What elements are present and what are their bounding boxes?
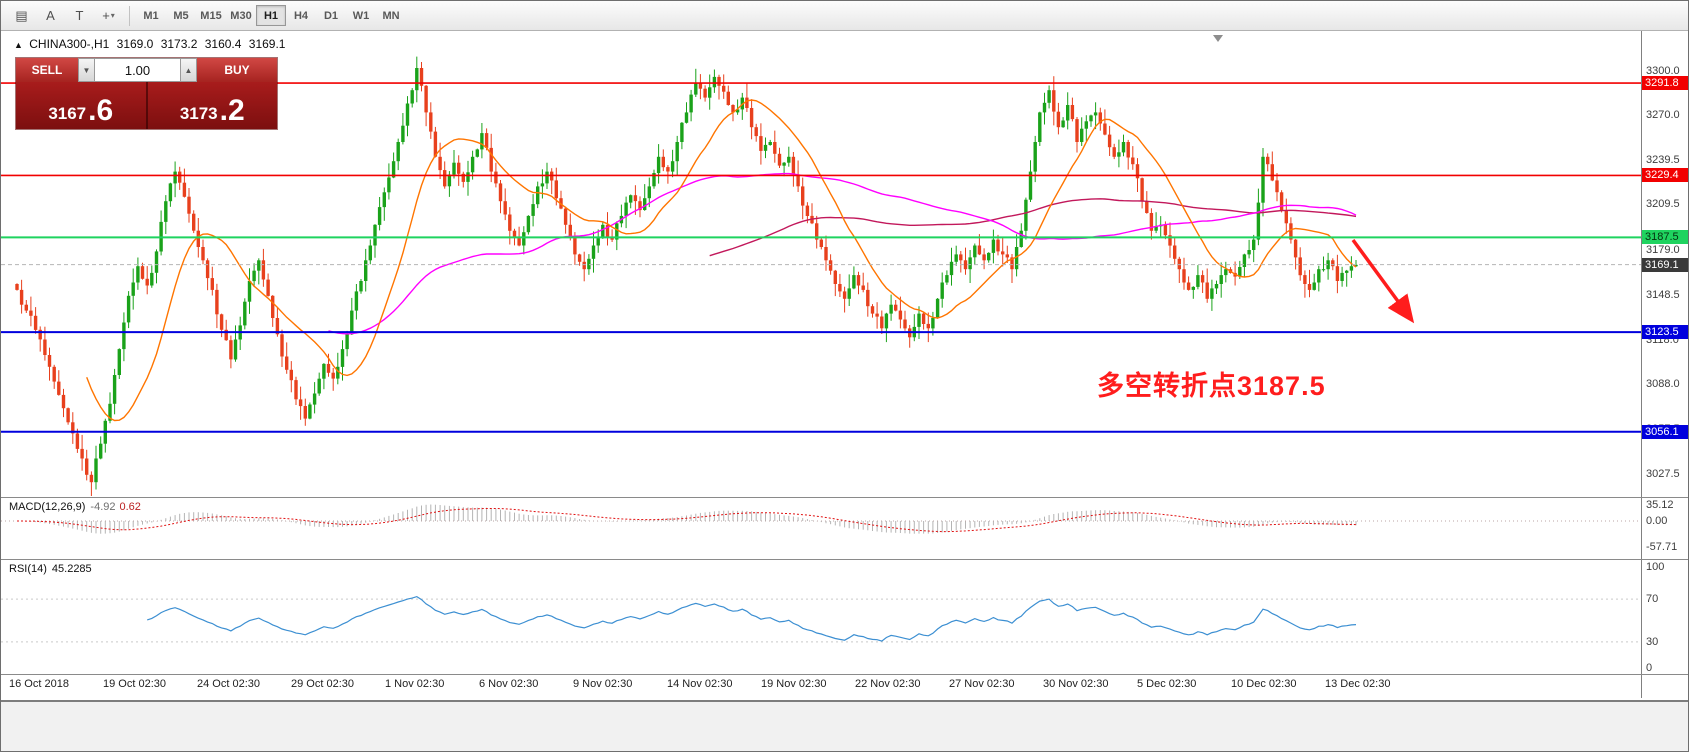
price-badge-3056.1: 3056.1	[1642, 424, 1688, 439]
quote-symbol: CHINA300-,H1	[29, 37, 110, 51]
price-axis-border	[1641, 31, 1642, 698]
macd-signal-line	[17, 508, 1357, 533]
time-label: 13 Dec 02:30	[1325, 678, 1391, 690]
rsi-title: RSI(14)	[9, 563, 47, 575]
timeframe-mn[interactable]: MN	[382, 9, 400, 22]
time-label: 27 Nov 02:30	[949, 678, 1015, 690]
timeframe-bar: M1 M5 M15 M30 H1 H4 D1 W1 MN	[136, 5, 406, 26]
sell-price[interactable]: 3167 .6	[16, 82, 148, 129]
price-tick: 3239.5	[1646, 154, 1680, 166]
price-tick: 3300.0	[1646, 64, 1680, 77]
toolbar: ▤ A T + ▾ M1 M5 M15 M30 H1 H4 D1 W1 MN	[1, 1, 1688, 31]
rsi-tick: 100	[1646, 561, 1665, 573]
trade-panel-controls: SELL ▼ 1.00 ▲ BUY	[16, 58, 277, 82]
chart-shift-icon[interactable]	[1213, 35, 1223, 42]
macd-tick: 35.12	[1646, 499, 1674, 512]
time-label: 24 Oct 02:30	[197, 678, 260, 690]
sell-button[interactable]: SELL	[16, 58, 78, 82]
time-label: 5 Dec 02:30	[1137, 678, 1197, 690]
ma-slow-line	[709, 198, 1357, 257]
buy-price-frac: .2	[219, 93, 245, 127]
timeframe-w1[interactable]: W1	[352, 9, 370, 22]
price-tick: 3179.0	[1646, 243, 1680, 256]
quote-close: 3169.1	[248, 37, 286, 51]
rsi-line	[147, 595, 1357, 642]
macd-panel-title: MACD(12,26,9) -4.92 0.62	[9, 501, 141, 513]
time-label: 29 Oct 02:30	[291, 678, 354, 690]
cursor-tool-icon[interactable]: + ▾	[102, 8, 115, 23]
price-tick: 3270.0	[1646, 108, 1680, 121]
buy-button[interactable]: BUY	[197, 58, 277, 82]
price-badge-3291.8: 3291.8	[1642, 76, 1688, 91]
buy-price-main: 3173	[179, 104, 218, 123]
timeframe-m1[interactable]: M1	[143, 9, 159, 22]
chart-window-icon[interactable]: ▤	[15, 7, 28, 23]
macd-tick: 0.00	[1646, 515, 1668, 527]
time-label: 10 Dec 02:30	[1231, 678, 1297, 690]
volume-decrease-button[interactable]: ▼	[78, 58, 95, 82]
template-icon[interactable]: T	[75, 8, 84, 23]
trade-panel-prices: 3167 .6 3173 .2	[16, 82, 277, 129]
quote-high: 3173.2	[160, 37, 198, 51]
price-tick: 3088.0	[1646, 378, 1680, 391]
volume-increase-button[interactable]: ▲	[180, 58, 197, 82]
time-label: 30 Nov 02:30	[1043, 678, 1109, 690]
symbol-collapse-icon[interactable]: ▲	[14, 40, 23, 50]
annotation-text: 多空转折点3187.5	[1097, 371, 1326, 401]
macd-panel-splitter[interactable]	[1, 497, 1688, 498]
one-click-trading-panel: SELL ▼ 1.00 ▲ BUY 3167 .6 3173 .2	[15, 57, 278, 130]
macd-histogram	[21, 504, 1357, 534]
text-label-icon[interactable]: A	[46, 8, 55, 23]
timeframe-h4[interactable]: H4	[293, 9, 309, 22]
time-label: 1 Nov 02:30	[385, 678, 445, 690]
price-tick: 3209.5	[1646, 198, 1680, 211]
price-badge-3187.5: 3187.5	[1642, 230, 1688, 245]
macd-tick: -57.71	[1646, 541, 1678, 553]
price-tick: 3148.5	[1646, 288, 1680, 301]
time-label: 19 Nov 02:30	[761, 678, 827, 690]
quote-line: ▲ CHINA300-,H1 3169.0 3173.2 3160.4 3169…	[14, 37, 289, 51]
toolbar-icons: ▤ A T + ▾	[7, 4, 123, 28]
rsi-value: 45.2285	[51, 563, 92, 575]
macd-title: MACD(12,26,9)	[9, 501, 86, 513]
time-label: 9 Nov 02:30	[573, 678, 633, 690]
rsi-tick: 30	[1646, 635, 1659, 648]
sell-price-frac: .6	[88, 93, 114, 127]
time-axis-border	[1, 674, 1688, 675]
timeframe-d1[interactable]: D1	[323, 9, 339, 22]
quote-low: 3160.4	[204, 37, 242, 51]
trend-arrow[interactable]	[1351, 238, 1415, 324]
time-label: 14 Nov 02:30	[667, 678, 733, 690]
macd-signal-value: 0.62	[119, 501, 141, 513]
timeframe-m15[interactable]: M15	[200, 9, 222, 22]
time-label: 19 Oct 02:30	[103, 678, 166, 690]
toolbar-separator	[129, 5, 130, 26]
volume-input[interactable]: 1.00	[95, 58, 180, 82]
rsi-panel-splitter[interactable]	[1, 559, 1688, 560]
rsi-tick: 70	[1646, 593, 1659, 606]
quote-open: 3169.0	[116, 37, 154, 51]
price-tick: 3027.5	[1646, 467, 1680, 480]
timeframe-m30[interactable]: M30	[230, 9, 252, 22]
rsi-tick: 0	[1646, 662, 1653, 674]
spin-down-icon: ▼	[82, 65, 91, 75]
ma-medium-line	[328, 172, 1357, 335]
timeframe-h1[interactable]: H1	[256, 5, 286, 26]
sell-price-main: 3167	[48, 104, 87, 123]
timeframe-m5[interactable]: M5	[173, 9, 189, 22]
price-badge-3229.4: 3229.4	[1642, 168, 1688, 183]
time-label: 16 Oct 2018	[9, 678, 69, 690]
spin-up-icon: ▲	[184, 65, 193, 75]
time-label: 6 Nov 02:30	[479, 678, 539, 690]
rsi-panel-title: RSI(14) 45.2285	[9, 563, 92, 575]
macd-value: -4.92	[90, 501, 116, 513]
price-badge-3169.1: 3169.1	[1642, 257, 1688, 272]
buy-price[interactable]: 3173 .2	[148, 82, 278, 129]
window-bottom-area	[1, 700, 1688, 751]
time-label: 22 Nov 02:30	[855, 678, 921, 690]
price-badge-3123.5: 3123.5	[1642, 325, 1688, 340]
